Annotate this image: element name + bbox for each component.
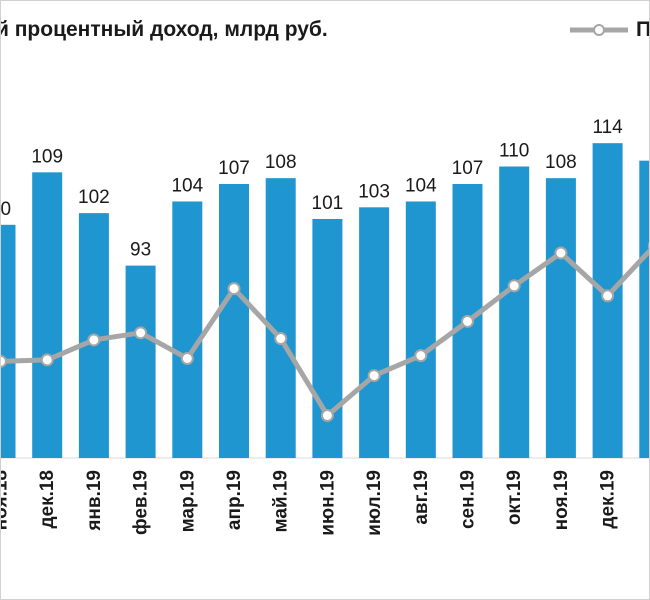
legend: П — [568, 18, 650, 42]
bar-value-label: 108 — [265, 152, 297, 173]
bar-value-label: 102 — [78, 187, 110, 208]
bar-value-label: 107 — [452, 158, 484, 179]
x-tick-label: июн.19 — [317, 470, 338, 536]
line-point — [40, 353, 54, 367]
line-point — [274, 332, 288, 346]
bar — [125, 265, 156, 458]
legend-label: П — [636, 18, 650, 41]
x-tick-label: ноя.18 — [0, 470, 12, 530]
line-point — [507, 279, 521, 293]
legend-line-marker — [570, 24, 628, 36]
x-tick-label: дек.19 — [598, 470, 619, 529]
x-tick-label: май.19 — [271, 470, 292, 532]
bar-value-label: 104 — [405, 175, 437, 196]
line-point — [461, 314, 474, 328]
line-point — [367, 369, 381, 383]
line-point — [0, 354, 7, 368]
bar — [359, 207, 390, 458]
line-point — [414, 349, 428, 363]
line-point — [554, 246, 568, 260]
x-tick-label: авг.19 — [411, 470, 432, 525]
chart-title: й процентный доход, млрд руб. — [0, 18, 328, 41]
bar — [32, 172, 63, 458]
bar — [639, 160, 650, 459]
bar-value-label: 110 — [499, 141, 529, 162]
x-tick-label: ноя.19 — [551, 470, 572, 530]
bar-value-label: 101 — [312, 193, 344, 214]
x-tick-label: апр.19 — [224, 470, 245, 530]
bar-value-label: 00 — [0, 199, 11, 220]
x-tick-label: сен.19 — [458, 470, 479, 529]
x-tick-label: янв.19 — [84, 470, 105, 532]
line-point — [134, 326, 148, 340]
bar — [499, 166, 530, 458]
line-point — [180, 351, 194, 365]
bar — [0, 224, 16, 458]
bar-value-label: 107 — [218, 158, 250, 179]
x-tick-label: июл.19 — [364, 470, 385, 536]
x-tick-label: дек.18 — [37, 470, 58, 529]
x-tick-label: фев.19 — [131, 470, 152, 535]
x-tick-label: мар.19 — [177, 470, 198, 532]
bar-value-label: 114 — [592, 117, 623, 138]
bar — [219, 183, 249, 459]
bar-value-label: 104 — [171, 175, 203, 196]
line-point — [87, 333, 101, 347]
bar-value-label: 108 — [545, 152, 577, 173]
bar — [405, 201, 436, 459]
bar-value-label: 93 — [130, 240, 151, 261]
x-tick-label: окт.19 — [504, 470, 525, 525]
bar — [265, 178, 296, 458]
bar-value-label: 103 — [358, 181, 390, 202]
bar — [545, 178, 576, 458]
line-point — [601, 289, 615, 303]
bar — [172, 201, 203, 459]
line-point — [320, 408, 334, 422]
line-point — [227, 282, 241, 296]
bar — [312, 218, 343, 458]
bar-value-label: 109 — [31, 146, 63, 167]
